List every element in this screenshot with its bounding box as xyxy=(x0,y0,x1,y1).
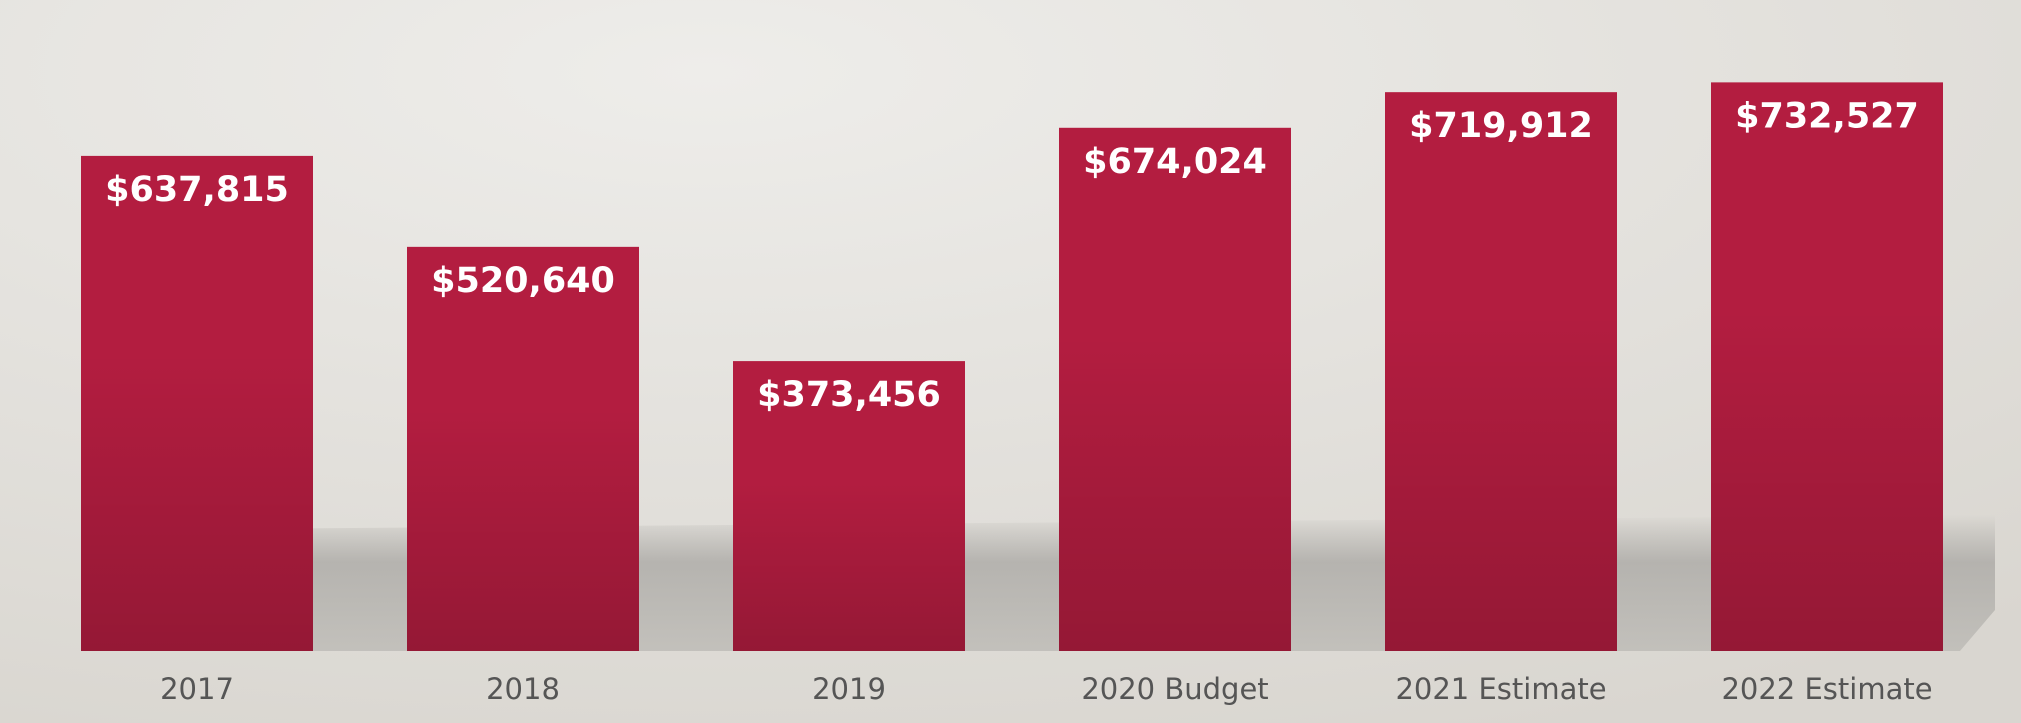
bar xyxy=(81,155,313,651)
value-label: $732,527 xyxy=(1735,96,1919,136)
bar xyxy=(407,246,639,651)
bar xyxy=(1059,127,1291,651)
bar xyxy=(1711,82,1943,651)
value-label: $520,640 xyxy=(431,261,615,301)
bar xyxy=(1385,92,1617,651)
x-tick-label: 2020 Budget xyxy=(1081,672,1268,706)
floor-shadow xyxy=(100,515,1995,651)
x-tick-label: 2017 xyxy=(160,672,234,706)
x-tick-label: 2019 xyxy=(812,672,886,706)
x-tick-label: 2018 xyxy=(486,672,560,706)
value-label: $674,024 xyxy=(1083,142,1267,182)
x-tick-label: 2022 Estimate xyxy=(1721,672,1932,706)
x-tick-label: 2021 Estimate xyxy=(1395,672,1606,706)
value-label: $719,912 xyxy=(1409,106,1593,146)
value-label: $637,815 xyxy=(105,170,289,210)
value-label: $373,456 xyxy=(757,375,941,415)
